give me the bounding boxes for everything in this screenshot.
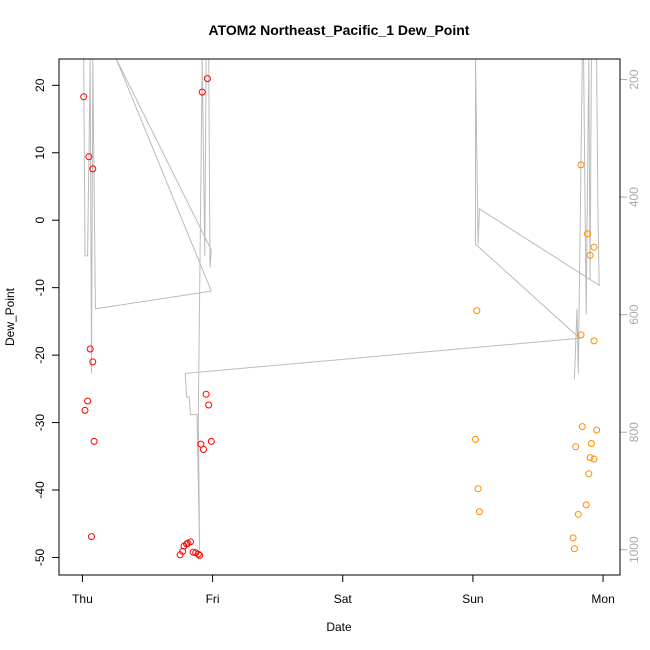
data-point-series-2 xyxy=(582,501,590,509)
data-point-series-1 xyxy=(197,440,205,448)
data-point-series-1 xyxy=(187,538,194,546)
y-tick-label: 10 xyxy=(33,146,47,160)
data-point-series-1 xyxy=(205,401,213,409)
data-point-series-2 xyxy=(574,510,582,518)
y-axis-label: Dew_Point xyxy=(3,287,17,346)
data-point-series-2 xyxy=(586,454,594,462)
data-point-series-1 xyxy=(203,75,211,83)
y2-tick-label: 800 xyxy=(627,422,641,442)
data-point-series-2 xyxy=(472,435,479,443)
data-point-series-1 xyxy=(84,397,92,405)
y-tick-label: -20 xyxy=(33,346,47,364)
data-point-series-2 xyxy=(587,440,595,447)
y2-tick-label: 600 xyxy=(627,304,641,324)
data-point-series-2 xyxy=(584,230,591,238)
data-point-series-1 xyxy=(85,153,93,161)
data-point-series-2 xyxy=(474,485,482,493)
data-point-series-1 xyxy=(207,437,215,445)
line-series xyxy=(83,58,600,550)
data-point-series-1 xyxy=(196,551,204,559)
data-point-series-2 xyxy=(593,426,601,434)
points-layer xyxy=(80,75,601,559)
x-tick-label: Mon xyxy=(591,592,614,606)
data-point-series-2 xyxy=(475,508,483,516)
data-point-series-1 xyxy=(80,93,88,101)
y2-tick-label: 400 xyxy=(627,187,641,207)
data-point-series-1 xyxy=(81,406,89,414)
line-series-path xyxy=(83,58,600,550)
data-point-series-2 xyxy=(577,161,585,169)
data-point-series-1 xyxy=(89,358,97,366)
data-point-series-2 xyxy=(572,443,580,451)
data-point-series-2 xyxy=(570,545,578,553)
chart-title: ATOM2 Northeast_Pacific_1 Dew_Point xyxy=(209,22,470,38)
y-tick-label: 0 xyxy=(33,217,47,224)
x-tick-label: Fri xyxy=(206,592,220,606)
data-point-series-2 xyxy=(590,243,598,251)
data-point-series-1 xyxy=(198,88,206,96)
y-tick-label: -30 xyxy=(33,414,47,432)
data-point-series-1 xyxy=(194,550,202,558)
data-point-series-2 xyxy=(569,534,577,542)
data-point-series-1 xyxy=(86,345,94,353)
data-point-series-1 xyxy=(88,533,95,541)
data-point-series-2 xyxy=(578,423,586,431)
data-point-series-1 xyxy=(202,390,210,398)
y-tick-label: -50 xyxy=(33,549,47,567)
x-tick-label: Thu xyxy=(72,592,93,606)
y-tick-label: -40 xyxy=(33,481,47,499)
data-point-series-2 xyxy=(577,331,585,339)
data-point-series-1 xyxy=(90,437,98,445)
y2-tick-label: 200 xyxy=(627,69,641,89)
data-point-series-2 xyxy=(586,251,594,259)
x-tick-label: Sat xyxy=(334,592,353,606)
y-tick-label: -10 xyxy=(33,279,47,297)
data-point-series-1 xyxy=(89,165,97,173)
data-point-series-2 xyxy=(473,307,481,315)
data-point-series-2 xyxy=(585,470,593,478)
axes: Thu Fri Sat Sun Mon -50 -40 -30 -20 -10 0 10 20 200 40… xyxy=(33,69,641,606)
data-point-series-2 xyxy=(590,455,598,463)
y2-tick-label: 1000 xyxy=(627,536,641,563)
plot-frame xyxy=(58,58,621,576)
x-tick-label: Sun xyxy=(462,592,483,606)
data-point-series-1 xyxy=(200,446,207,453)
data-point-series-2 xyxy=(590,337,598,345)
y-tick-label: 20 xyxy=(33,78,47,92)
x-axis-label: Date xyxy=(326,620,352,634)
